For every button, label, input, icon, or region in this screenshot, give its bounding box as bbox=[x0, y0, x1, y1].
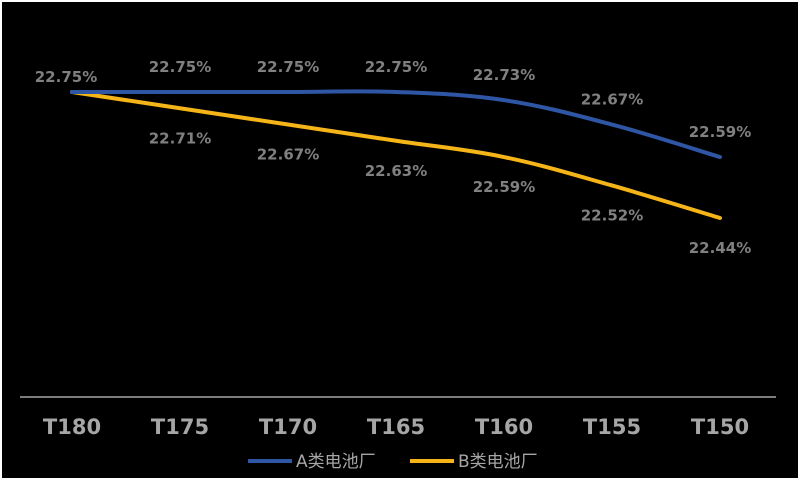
data-label-a: 22.73% bbox=[473, 66, 535, 84]
series-line-a bbox=[70, 89, 722, 160]
data-label-b: 22.63% bbox=[365, 162, 427, 180]
x-tick-label: T175 bbox=[151, 415, 209, 439]
data-label-a: 22.75% bbox=[365, 58, 427, 76]
data-label-b: 22.71% bbox=[149, 129, 211, 147]
x-tick-label: T155 bbox=[583, 415, 641, 439]
data-label-a: 22.75% bbox=[257, 58, 319, 76]
data-label-start: 22.75% bbox=[35, 68, 97, 86]
x-tick-label: T160 bbox=[475, 415, 533, 439]
x-tick-label: T180 bbox=[43, 415, 101, 439]
series-line-b bbox=[70, 90, 722, 220]
data-label-a: 22.59% bbox=[689, 123, 751, 141]
data-label-a: 22.75% bbox=[149, 58, 211, 76]
legend-label-a: A类电池厂 bbox=[296, 452, 376, 472]
data-label-b: 22.59% bbox=[473, 178, 535, 196]
data-label-a: 22.67% bbox=[581, 91, 643, 109]
x-tick-label: T150 bbox=[691, 415, 749, 439]
data-label-b: 22.52% bbox=[581, 206, 643, 224]
x-tick-label: T165 bbox=[367, 415, 425, 439]
data-label-b: 22.67% bbox=[257, 146, 319, 164]
data-label-b: 22.44% bbox=[689, 239, 751, 257]
x-tick-label: T170 bbox=[259, 415, 317, 439]
legend-label-b: B类电池厂 bbox=[458, 452, 538, 472]
